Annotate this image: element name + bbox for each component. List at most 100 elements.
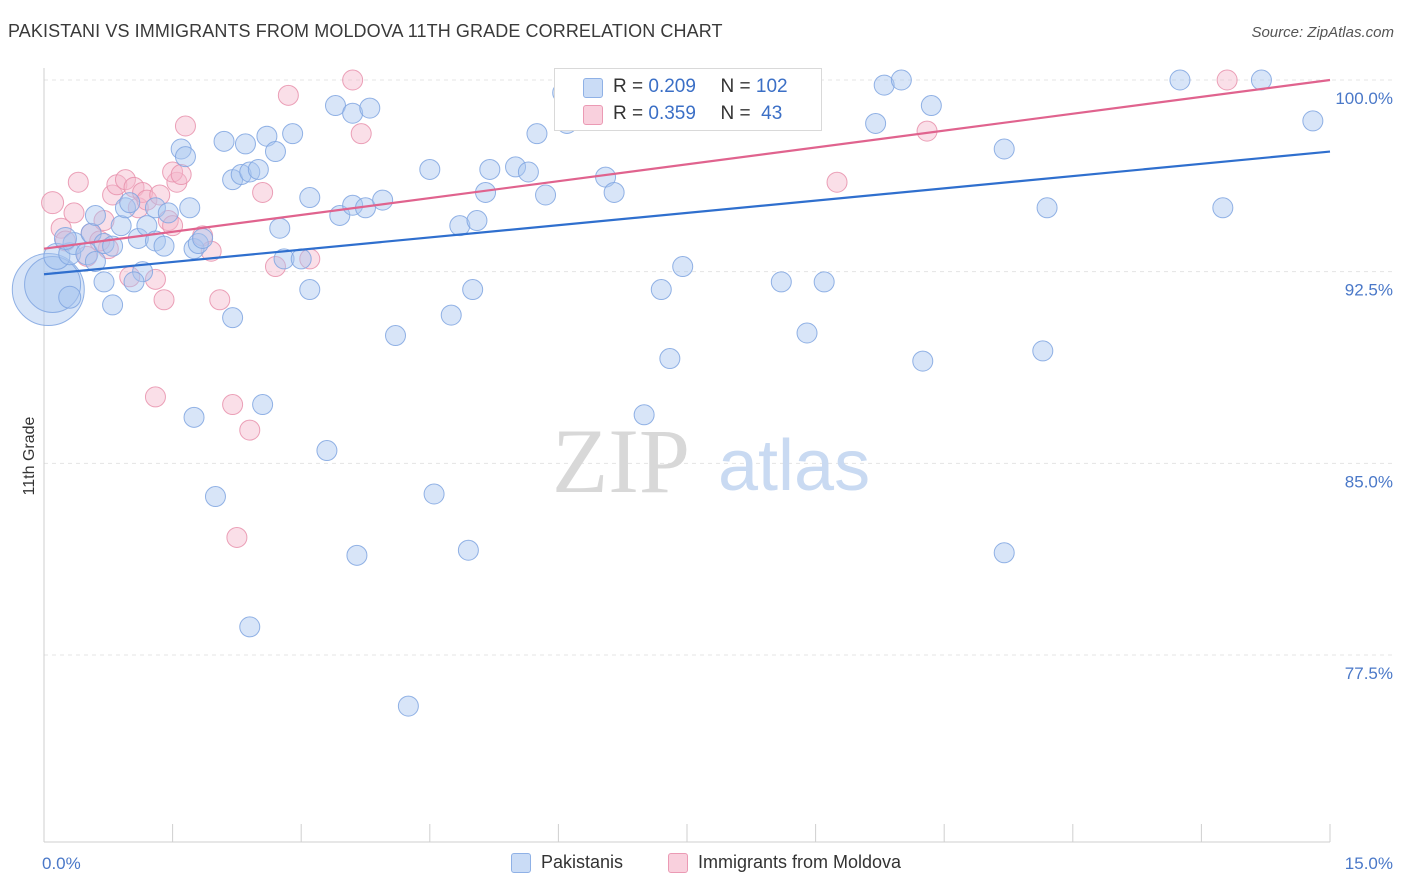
data-point bbox=[993, 138, 1015, 160]
data-point bbox=[342, 194, 364, 216]
data-point bbox=[63, 202, 85, 224]
y-tick-label: 92.5% bbox=[1345, 281, 1393, 300]
data-point bbox=[222, 394, 244, 416]
data-point bbox=[114, 169, 136, 191]
watermark-zip: ZIP bbox=[552, 410, 690, 512]
data-point bbox=[873, 74, 895, 96]
data-point bbox=[239, 616, 261, 638]
data-point bbox=[234, 133, 256, 155]
pakistani-trend-line bbox=[43, 150, 1331, 276]
data-point bbox=[397, 695, 419, 717]
data-point bbox=[183, 406, 205, 428]
data-point bbox=[264, 141, 286, 163]
y-tick-label: 85.0% bbox=[1345, 472, 1393, 491]
data-point bbox=[273, 248, 295, 270]
data-point bbox=[993, 542, 1015, 564]
data-point bbox=[385, 325, 407, 347]
data-point bbox=[419, 158, 441, 180]
data-point bbox=[153, 289, 175, 311]
data-point bbox=[136, 189, 158, 211]
data-point bbox=[192, 227, 214, 249]
bottom-swatch-blue bbox=[511, 853, 531, 873]
data-point bbox=[350, 123, 372, 145]
data-point bbox=[1169, 69, 1191, 91]
data-point bbox=[123, 271, 145, 293]
data-point bbox=[633, 404, 655, 426]
data-point bbox=[1216, 69, 1238, 91]
data-point bbox=[252, 394, 274, 416]
data-point bbox=[1036, 197, 1058, 219]
watermark-atlas: atlas bbox=[718, 426, 870, 506]
data-point bbox=[462, 279, 484, 301]
data-point bbox=[526, 123, 548, 145]
bottom-legend-label: Immigrants from Moldova bbox=[698, 852, 902, 872]
data-point bbox=[359, 97, 381, 119]
data-point bbox=[252, 181, 274, 203]
data-point bbox=[1032, 340, 1054, 362]
y-tick-labels: 100.0% 92.5% 85.0% 77.5% bbox=[1335, 89, 1393, 683]
pakistani-points bbox=[11, 69, 1324, 717]
data-point bbox=[299, 187, 321, 209]
data-point bbox=[796, 322, 818, 344]
data-point bbox=[650, 279, 672, 301]
data-point bbox=[440, 304, 462, 326]
legend-r-value: 0.359 bbox=[648, 103, 696, 124]
data-point bbox=[174, 115, 196, 137]
data-point bbox=[479, 158, 501, 180]
stats-legend: R = 0.209 N = 102 R = 0.359 N = 43 bbox=[554, 68, 822, 131]
data-point bbox=[226, 526, 248, 548]
trend-lines bbox=[43, 78, 1331, 276]
data-point bbox=[213, 130, 235, 152]
data-point bbox=[466, 210, 488, 232]
legend-n-label: N = bbox=[720, 76, 751, 97]
data-point bbox=[423, 483, 445, 505]
data-point bbox=[144, 197, 166, 219]
data-point bbox=[84, 204, 106, 226]
legend-r-label: R = bbox=[613, 76, 644, 97]
legend-swatch-pink bbox=[583, 105, 603, 125]
data-point bbox=[277, 84, 299, 106]
moldova-trend-line bbox=[43, 78, 1331, 250]
data-point bbox=[342, 102, 364, 124]
data-point bbox=[102, 294, 124, 316]
data-point bbox=[826, 171, 848, 193]
data-point bbox=[269, 217, 291, 239]
data-point bbox=[162, 161, 184, 183]
data-point bbox=[1302, 110, 1324, 132]
data-point bbox=[93, 271, 115, 293]
x-tick-label: 15.0% bbox=[1345, 854, 1393, 873]
data-point bbox=[149, 184, 171, 206]
data-point bbox=[264, 256, 286, 278]
data-point bbox=[53, 226, 77, 250]
data-point bbox=[41, 191, 65, 215]
bottom-swatch-pink bbox=[668, 853, 688, 873]
data-point bbox=[144, 268, 166, 290]
data-point bbox=[222, 307, 244, 329]
data-point bbox=[603, 181, 625, 203]
data-point bbox=[813, 271, 835, 293]
watermark: ZIP atlas bbox=[552, 410, 870, 512]
legend-r-value: 0.209 bbox=[648, 76, 696, 97]
x-tick-label: 0.0% bbox=[42, 854, 81, 873]
data-point bbox=[535, 184, 557, 206]
legend-swatch-blue bbox=[583, 78, 603, 98]
data-point bbox=[200, 240, 222, 262]
data-point bbox=[84, 250, 106, 272]
data-point bbox=[770, 271, 792, 293]
data-point bbox=[316, 440, 338, 462]
bottom-legend-label: Pakistanis bbox=[541, 852, 624, 872]
data-point bbox=[239, 161, 261, 183]
data-point bbox=[119, 192, 141, 214]
data-point bbox=[672, 256, 694, 278]
y-axis-label: 11th Grade bbox=[21, 416, 38, 495]
x-tick-labels: 0.0% 15.0% bbox=[42, 854, 1393, 873]
data-point bbox=[282, 123, 304, 145]
data-point bbox=[179, 197, 201, 219]
data-point bbox=[372, 189, 394, 211]
data-point bbox=[204, 486, 226, 508]
data-point bbox=[457, 539, 479, 561]
data-point bbox=[517, 161, 539, 183]
legend-r-label: R = bbox=[613, 103, 644, 124]
data-point bbox=[346, 544, 368, 566]
